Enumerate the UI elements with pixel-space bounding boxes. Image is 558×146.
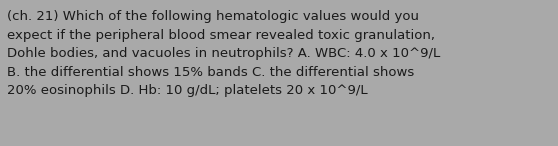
- Text: (ch. 21) Which of the following hematologic values would you
expect if the perip: (ch. 21) Which of the following hematolo…: [7, 10, 440, 97]
